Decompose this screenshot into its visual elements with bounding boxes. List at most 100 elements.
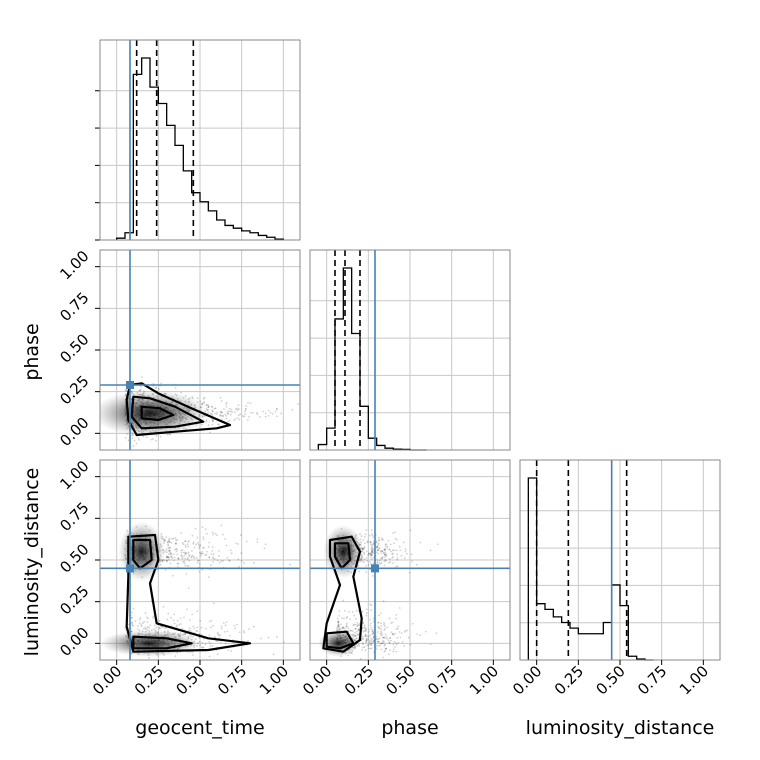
panel-luminosity-distance-vs-geocent-time-sample-262 — [169, 553, 172, 556]
panel-luminosity-distance-vs-phase-sample-747 — [376, 640, 379, 643]
panel-luminosity-distance-vs-phase-sample-193 — [409, 529, 412, 532]
panel-luminosity-distance-vs-phase-sample-842 — [372, 540, 375, 543]
panel-luminosity-distance-vs-phase-sample-48 — [371, 547, 374, 550]
panel-phase-vs-geocent-time-sample-890 — [264, 412, 267, 415]
panel-luminosity-distance-vs-phase-sample-642 — [368, 639, 371, 642]
hist-geocent-time-frame — [99, 39, 301, 241]
panel-luminosity-distance-vs-geocent-time-sample-889 — [130, 622, 133, 625]
panel-phase-vs-geocent-time-sample-273 — [248, 415, 250, 418]
panel-luminosity-distance-vs-phase-sample-168 — [337, 623, 340, 626]
panel-luminosity-distance-vs-phase-sample-228 — [370, 541, 372, 544]
panel-luminosity-distance-vs-geocent-time-sample-715 — [240, 552, 243, 555]
panel-luminosity-distance-vs-phase-sample-857 — [378, 637, 381, 640]
panel-luminosity-distance-vs-phase-sample-32 — [386, 626, 389, 629]
panel-luminosity-distance-vs-phase-sample-707 — [383, 548, 386, 551]
panel-luminosity-distance-vs-phase-sample-587 — [372, 543, 375, 546]
panel-phase-vs-geocent-time-sample-210 — [222, 415, 225, 418]
panel-luminosity-distance-vs-geocent-time-sample-893 — [230, 552, 233, 555]
panel-luminosity-distance-vs-phase-sample-471 — [384, 548, 386, 551]
panel-luminosity-distance-vs-phase-sample-494 — [367, 645, 370, 647]
panel-luminosity-distance-vs-phase-sample-121 — [377, 542, 380, 545]
panel-luminosity-distance-vs-phase-sample-538 — [349, 618, 351, 621]
panel-luminosity-distance-vs-phase-sample-136 — [389, 637, 392, 639]
panel-luminosity-distance-vs-geocent-time-sample-783 — [145, 616, 148, 619]
panel-luminosity-distance-vs-geocent-time-sample-319 — [181, 557, 184, 560]
panel-luminosity-distance-vs-phase-sample-428 — [367, 647, 370, 650]
panel-luminosity-distance-vs-geocent-time-sample-594 — [165, 559, 168, 562]
panel-phase-vs-geocent-time-sample-453 — [255, 412, 258, 414]
panel-luminosity-distance-vs-geocent-time-sample-62 — [173, 622, 176, 625]
panel-luminosity-distance-vs-geocent-time-sample-466 — [222, 622, 225, 624]
panel-luminosity-distance-vs-phase-sample-495 — [364, 627, 367, 629]
panel-luminosity-distance-vs-phase-sample-100 — [386, 547, 388, 549]
panel-phase-vs-geocent-time-sample-411 — [226, 412, 229, 415]
panel-luminosity-distance-vs-phase-sample-663 — [369, 603, 372, 605]
panel-luminosity-distance-vs-phase-sample-171 — [376, 545, 379, 548]
panel-luminosity-distance-vs-geocent-time-sample-544 — [252, 625, 255, 628]
panel-luminosity-distance-vs-geocent-time-sample-528 — [185, 573, 188, 575]
panel-luminosity-distance-vs-geocent-time-sample-178 — [191, 554, 194, 557]
panel-luminosity-distance-vs-geocent-time-sample-725 — [181, 549, 184, 551]
panel-phase-vs-geocent-time-sample-643 — [205, 420, 207, 423]
panel-luminosity-distance-vs-phase-sample-656 — [387, 639, 390, 642]
panel-luminosity-distance-vs-geocent-time-sample-301 — [143, 621, 145, 623]
panel-luminosity-distance-vs-geocent-time-truth-marker — [126, 564, 134, 573]
panel-luminosity-distance-vs-geocent-time-sample-863 — [183, 616, 185, 619]
panel-luminosity-distance-vs-phase-sample-126 — [369, 647, 372, 650]
panel-luminosity-distance-vs-phase-sample-110 — [370, 554, 373, 557]
panel-luminosity-distance-vs-geocent-time-sample-839 — [188, 553, 190, 556]
panel-luminosity-distance-vs-phase-sample-466 — [388, 617, 391, 620]
panel-luminosity-distance-vs-phase-sample-589 — [378, 547, 381, 549]
panel-luminosity-distance-vs-geocent-time-sample-257 — [186, 558, 189, 560]
panel-luminosity-distance-vs-phase-sample-821 — [395, 643, 398, 646]
hist-phase-frame — [309, 249, 511, 451]
panel-luminosity-distance-vs-phase-sample-292 — [337, 625, 339, 628]
panel-luminosity-distance-vs-phase-sample-346 — [377, 544, 380, 546]
panel-luminosity-distance-vs-phase-sample-148 — [392, 643, 395, 646]
panel-luminosity-distance-vs-phase-sample-187 — [370, 622, 372, 625]
hist-geocent-time-step — [116, 57, 284, 240]
panel-luminosity-distance-vs-geocent-time-sample-283 — [216, 653, 219, 656]
panel-luminosity-distance-vs-geocent-time-sample-775 — [186, 543, 189, 546]
panel-luminosity-distance-vs-geocent-time-sample-676 — [186, 564, 189, 567]
panel-luminosity-distance-vs-geocent-time-sample-864 — [260, 637, 262, 640]
panel-luminosity-distance-vs-geocent-time-sample-428 — [180, 532, 183, 535]
panel-luminosity-distance-vs-geocent-time-sample-871 — [180, 554, 183, 557]
panel-phase-vs-geocent-time-sample-107 — [267, 414, 270, 417]
panel-phase-vs-geocent-time-sample-654 — [276, 415, 278, 418]
panel-luminosity-distance-vs-geocent-time-sample-193 — [193, 627, 196, 630]
panel-luminosity-distance-vs-phase-sample-453 — [342, 626, 345, 629]
panel-luminosity-distance-vs-geocent-time-sample-334 — [238, 631, 241, 634]
panel-luminosity-distance-vs-geocent-time-sample-786 — [184, 540, 187, 543]
panel-luminosity-distance-vs-geocent-time-sample-762 — [137, 625, 139, 628]
panel-luminosity-distance-vs-phase-sample-71 — [362, 635, 364, 638]
panel-luminosity-distance-vs-geocent-time-sample-99 — [224, 624, 227, 627]
panel-luminosity-distance-vs-geocent-time-sample-206 — [198, 633, 201, 635]
panel-luminosity-distance-vs-geocent-time-sample-222 — [256, 538, 259, 541]
panel-luminosity-distance-vs-phase-sample-17 — [351, 630, 354, 633]
panel-luminosity-distance-vs-geocent-time-sample-216 — [204, 554, 207, 557]
panel-luminosity-distance-vs-phase-sample-470 — [385, 647, 388, 650]
panel-luminosity-distance-vs-geocent-time-sample-390 — [173, 548, 176, 551]
hist-phase-panel — [309, 249, 511, 451]
panel-luminosity-distance-vs-geocent-time-sample-708 — [263, 547, 266, 550]
panel-luminosity-distance-vs-phase-sample-702 — [371, 534, 374, 537]
panel-phase-vs-geocent-time-sample-117 — [207, 424, 210, 426]
panel-luminosity-distance-vs-geocent-time-sample-153 — [191, 613, 194, 616]
panel-luminosity-distance-vs-geocent-time-sample-252 — [197, 541, 200, 544]
panel-luminosity-distance-vs-phase-sample-426 — [383, 560, 386, 562]
panel-phase-vs-geocent-time-sample-723 — [244, 413, 247, 415]
panel-luminosity-distance-vs-phase-sample-507 — [371, 638, 373, 641]
panel-luminosity-distance-vs-phase-sample-716 — [402, 541, 405, 544]
panel-luminosity-distance-vs-phase-sample-97 — [336, 627, 338, 630]
panel-luminosity-distance-vs-phase-sample-652 — [357, 623, 360, 626]
hist-luminosity-distance-panel — [519, 459, 721, 661]
panel-luminosity-distance-vs-phase-sample-22 — [396, 558, 399, 561]
panel-phase-vs-geocent-time-sample-461 — [237, 414, 240, 417]
panel-luminosity-distance-vs-geocent-time-sample-635 — [199, 552, 202, 555]
panel-luminosity-distance-vs-phase-sample-349 — [371, 550, 374, 553]
xtick-label-luminosity_distance-0: 0.00 — [509, 662, 545, 698]
panel-luminosity-distance-vs-phase-sample-206 — [380, 622, 382, 625]
panel-luminosity-distance-vs-geocent-time-sample-181 — [211, 550, 214, 552]
ytick-label-phase-1: 0.25 — [56, 372, 92, 408]
